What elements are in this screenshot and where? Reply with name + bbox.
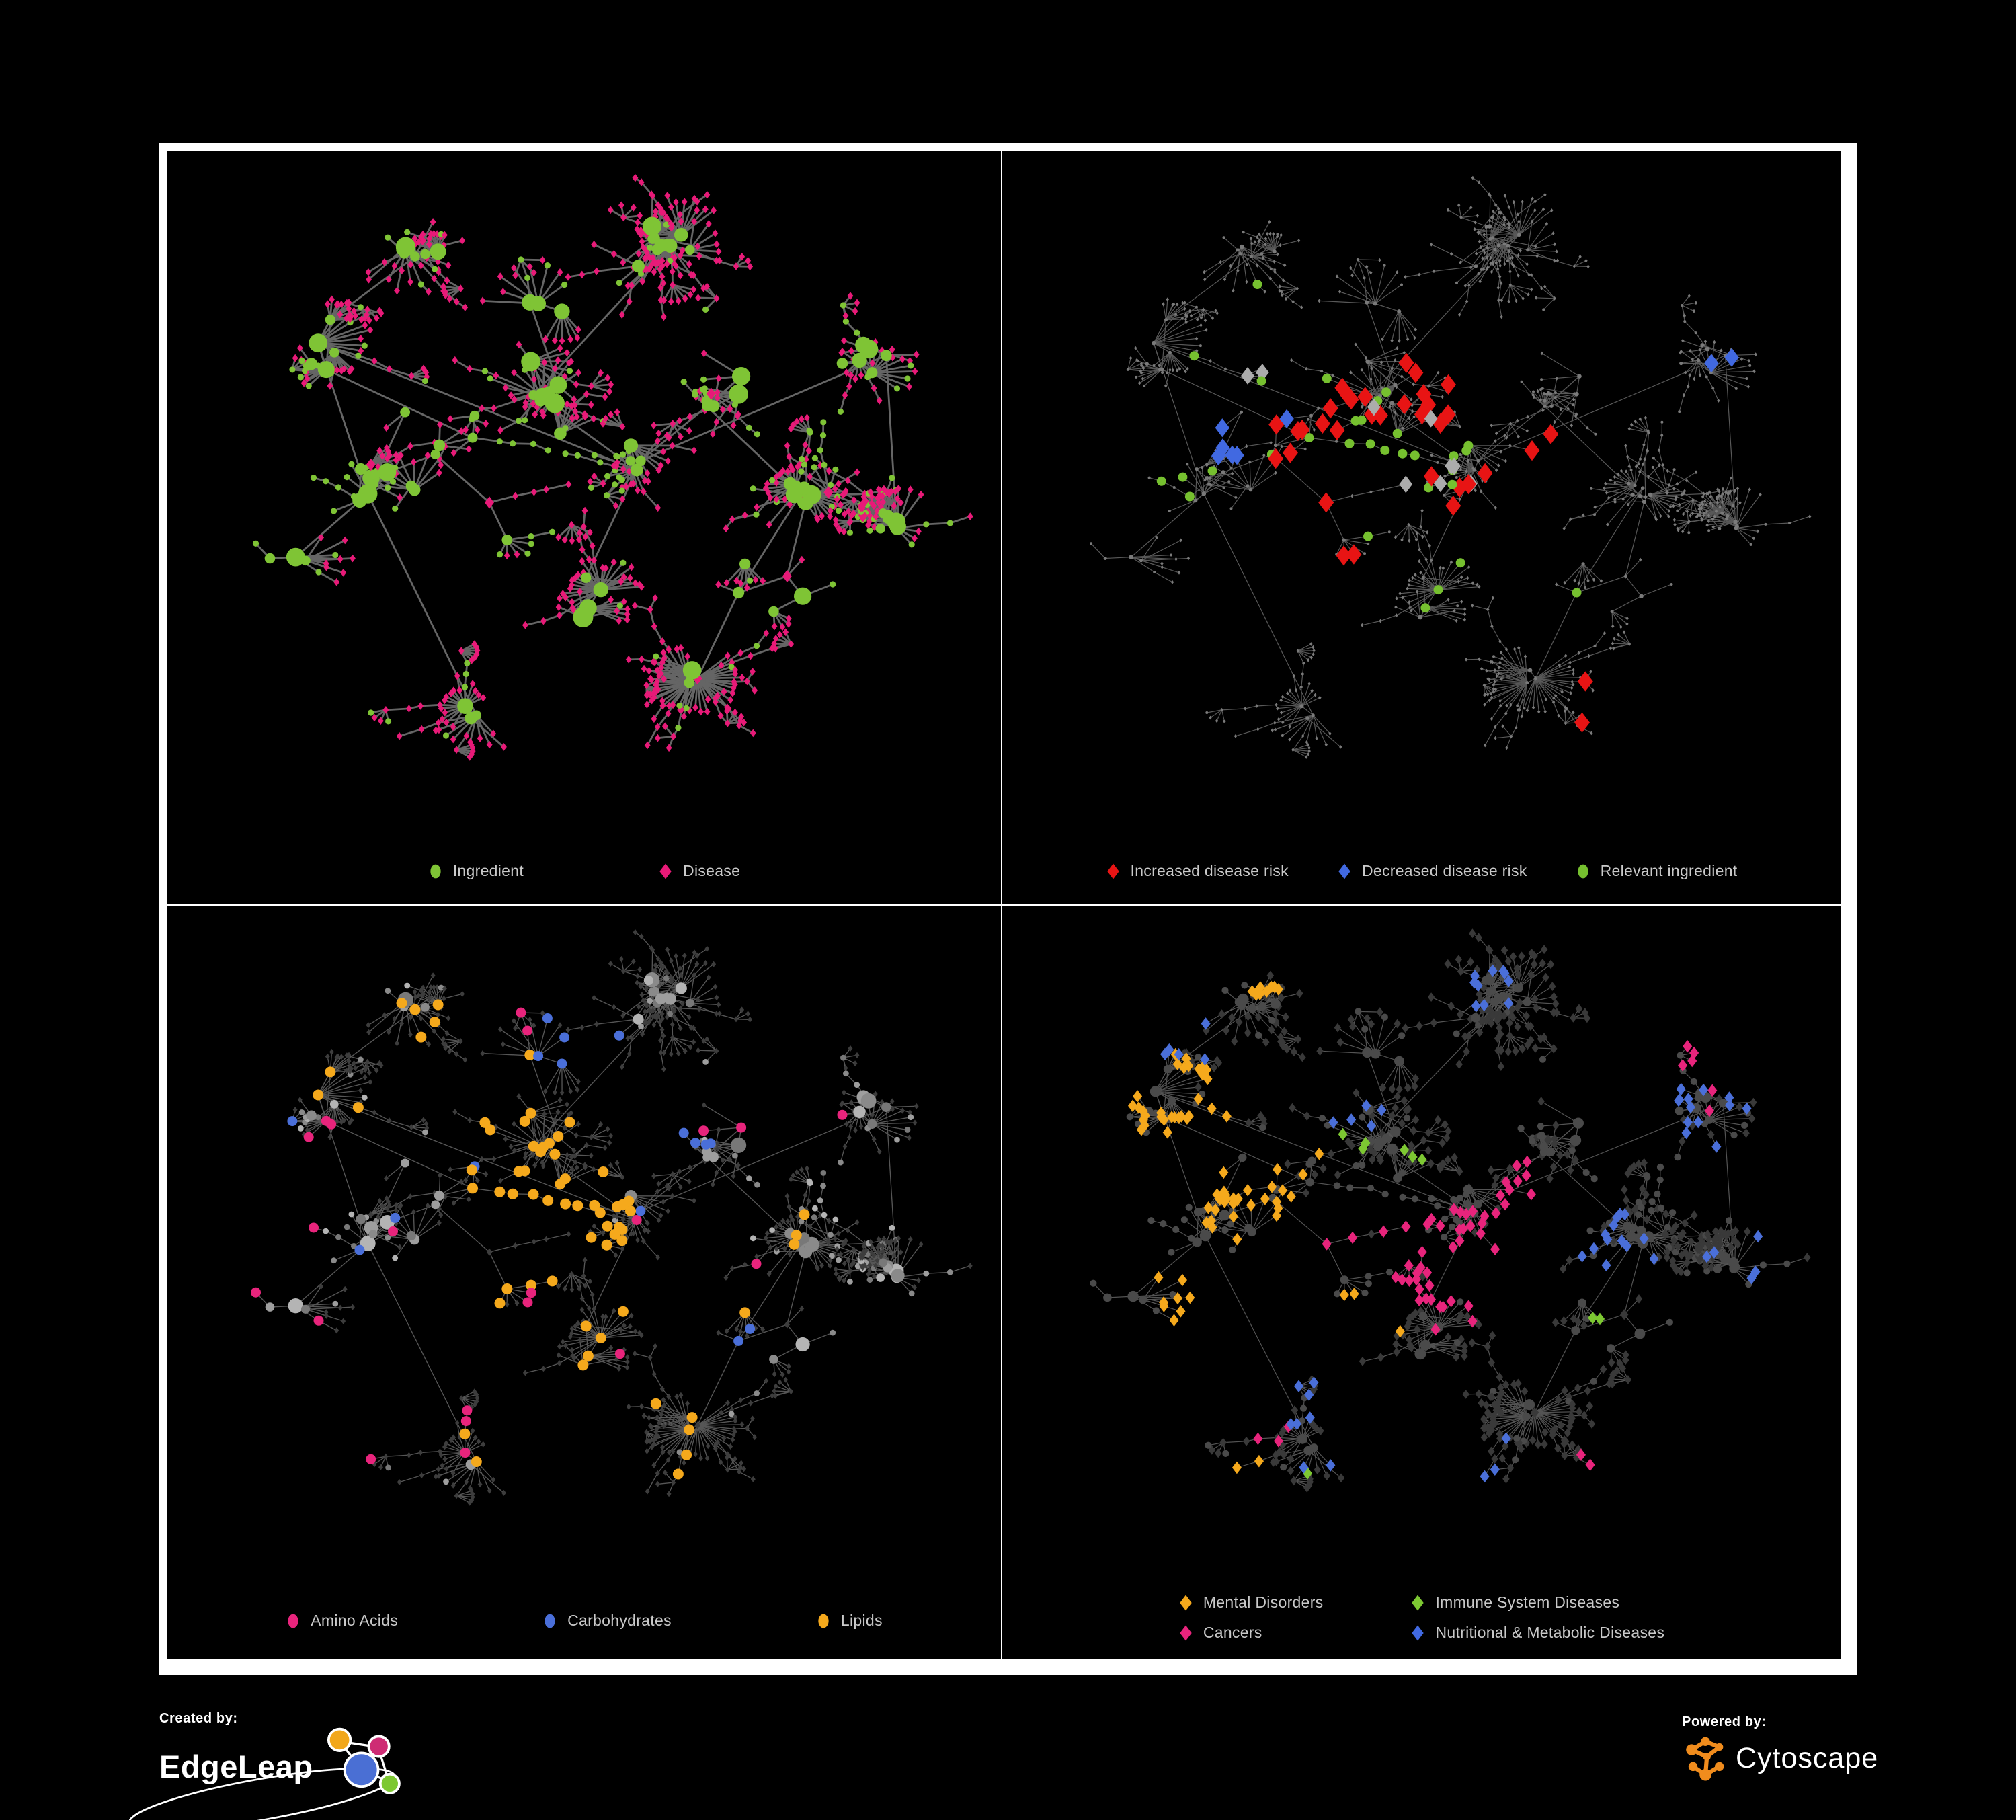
legend-label: Mental Disorders [1203,1593,1324,1611]
legend-item-increased-disease-risk: Increased disease risk [1106,862,1289,880]
network-graph-disease-risk [1090,175,1812,759]
graph-hub-nodes [264,216,906,725]
edgeleap-network-icon [128,1727,401,1820]
diamond-marker-icon [1180,1625,1192,1640]
created-by-label: Created by: [159,1711,238,1726]
diamond-marker-icon [1106,863,1119,879]
edgeleap-brand-text: EdgeLeap [159,1749,313,1784]
legend-item-amino-acids: Amino Acids [286,1612,398,1630]
graph-hub-nodes [1103,224,1739,720]
legend-item-decreased-disease-risk: Decreased disease risk [1337,862,1527,880]
cytoscape-logo: Cytoscape [1682,1735,1884,1781]
edgeleap-credit: Created by: EdgeLeap [128,1711,442,1820]
legend-disease-class: Mental Disorders Immune System Diseases Ca… [1002,1593,1841,1642]
graph-highlight-nodes [251,998,848,1480]
legend-item-nutritional-metabolic-diseases: Nutritional & Metabolic Diseases [1410,1624,1664,1642]
legend-label: Ingredient [452,862,524,879]
legend-item-relevant-ingredient: Relevant ingredient [1576,862,1738,880]
edgeleap-node-green [378,1772,401,1794]
legend-label: Cancers [1203,1624,1262,1641]
graph-hub-nodes [265,972,905,1470]
edgeleap-node-blue [343,1751,380,1788]
legend-item-disease: Disease [658,862,740,880]
diamond-marker-icon [1180,1595,1192,1610]
cytoscape-network-icon [1686,1737,1724,1781]
circle-marker-icon [545,1614,555,1628]
diamond-marker-icon [1412,1625,1424,1640]
panel-ingredient-disease-network: Ingredient Disease [167,151,1001,904]
legend-item-immune-system-diseases: Immune System Diseases [1410,1593,1619,1612]
circle-marker-icon [818,1614,829,1628]
network-graph-ingredient-disease [252,173,973,761]
legend-item-mental-disorders: Mental Disorders [1178,1593,1324,1612]
legend-item-carbohydrates: Carbohydrates [542,1612,672,1630]
legend-chemical-class: Amino Acids Carbohydrates Lipids [167,1612,1001,1630]
network-graph-disease-class [1090,928,1811,1493]
legend-label: Lipids [840,1612,883,1629]
circle-marker-icon [430,864,441,878]
diamond-marker-icon [1338,863,1350,879]
legend-item-cancers: Cancers [1178,1624,1262,1642]
graph-highlight-nodes [1156,280,1739,733]
edgeleap-node-pink [367,1735,391,1758]
legend-label: Increased disease risk [1130,862,1289,879]
legend-label: Decreased disease risk [1361,862,1527,879]
legend-label: Carbohydrates [567,1612,672,1629]
diamond-marker-icon [1412,1595,1424,1610]
circle-marker-icon [1577,864,1588,878]
legend-label: Relevant ingredient [1600,862,1738,879]
panels-grid: Ingredient Disease Increased disease risk… [159,143,1857,1675]
legend-disease-risk: Increased disease risk Decreased disease … [1002,862,1841,880]
circle-marker-icon [288,1614,298,1628]
legend-label: Nutritional & Metabolic Diseases [1435,1624,1665,1641]
cytoscape-brand-text: Cytoscape [1736,1741,1879,1774]
legend-item-lipids: Lipids [816,1612,883,1630]
graph-hub-nodes [1103,974,1740,1456]
legend-ingredient-disease: Ingredient Disease [167,862,1001,880]
legend-label: Immune System Diseases [1435,1593,1620,1611]
graph-highlight-nodes [1128,964,1763,1483]
diamond-marker-icon [659,863,672,879]
graph-leaf-nodes [252,173,973,761]
legend-label: Amino Acids [311,1612,399,1629]
legend-item-ingredient: Ingredient [428,862,524,880]
graph-edges [1092,933,1808,1489]
panel-disease-risk-network: Increased disease risk Decreased disease … [1002,151,1841,904]
panel-chemical-class-network: Amino Acids Carbohydrates Lipids [167,906,1001,1659]
graph-leaf-nodes [1090,928,1811,1493]
legend-label: Disease [683,862,741,879]
panel-disease-class-network: Mental Disorders Immune System Diseases Ca… [1002,906,1841,1659]
cytoscape-credit: Powered by: Cytoscape [1682,1714,1884,1795]
powered-by-label: Powered by: [1682,1714,1767,1729]
edgeleap-node-orange [327,1727,352,1752]
edgeleap-logo: EdgeLeap [128,1727,442,1820]
network-graph-chemical-class [251,928,973,1506]
